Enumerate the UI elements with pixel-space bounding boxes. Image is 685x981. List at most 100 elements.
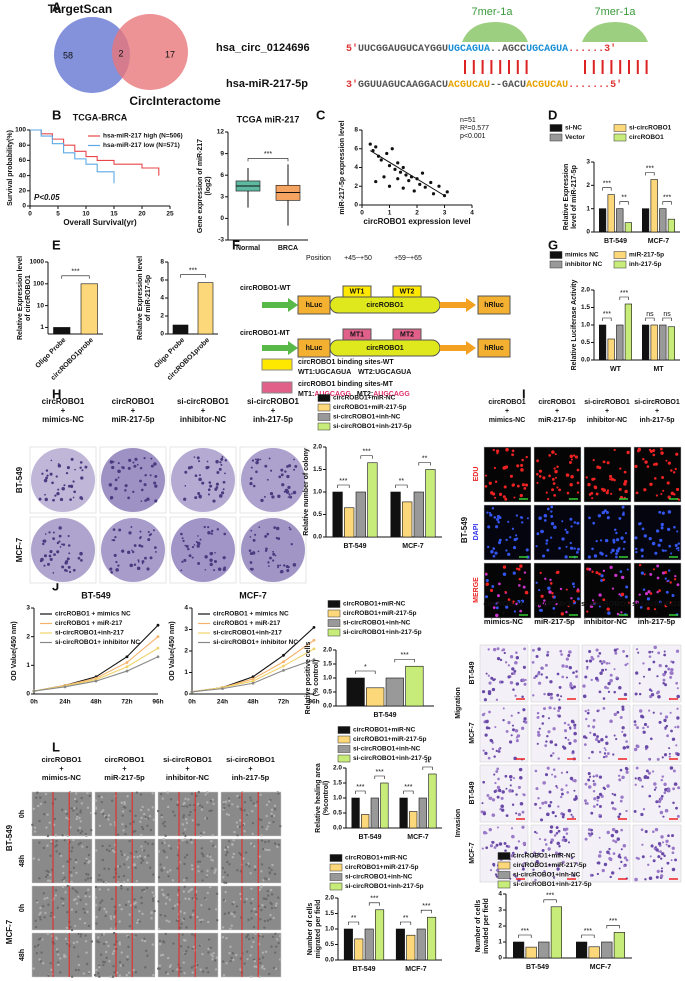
colony bbox=[221, 456, 224, 458]
colony bbox=[80, 558, 83, 562]
cell bbox=[101, 960, 105, 964]
cell bbox=[138, 920, 141, 923]
bar bbox=[380, 782, 389, 829]
x-tick-label: BRCA bbox=[278, 245, 298, 252]
cell bbox=[104, 816, 108, 819]
cell bbox=[586, 711, 590, 715]
colony bbox=[268, 565, 270, 567]
cell bbox=[80, 802, 84, 805]
cell bbox=[657, 543, 661, 547]
cell bbox=[611, 478, 615, 481]
colony bbox=[67, 484, 71, 488]
cell bbox=[549, 578, 552, 582]
sig-label: ** bbox=[621, 195, 627, 202]
cell bbox=[593, 485, 598, 490]
cell bbox=[226, 846, 230, 849]
marker bbox=[282, 653, 285, 657]
cell bbox=[541, 666, 544, 670]
cell bbox=[485, 595, 489, 599]
cell bbox=[638, 709, 643, 713]
cell bbox=[613, 793, 617, 797]
cell bbox=[668, 747, 671, 750]
colony bbox=[140, 545, 144, 548]
cell bbox=[614, 651, 618, 655]
cell bbox=[512, 571, 516, 575]
bar bbox=[351, 797, 360, 829]
colony bbox=[197, 492, 201, 495]
cell bbox=[59, 854, 63, 858]
colony bbox=[272, 550, 275, 553]
legend-entry: miR-217-5p bbox=[629, 252, 664, 259]
cell bbox=[102, 933, 106, 936]
y-tick-label: 0.5 bbox=[325, 941, 334, 948]
cell bbox=[486, 511, 489, 514]
cell bbox=[606, 850, 610, 855]
cell bbox=[595, 571, 599, 575]
cell bbox=[565, 832, 569, 835]
cell bbox=[573, 547, 576, 550]
legend-entry: si-circROBO1+inh-NC bbox=[333, 414, 401, 421]
cell bbox=[547, 717, 550, 720]
cell bbox=[535, 674, 538, 678]
cell bbox=[611, 807, 615, 810]
cell bbox=[554, 476, 557, 479]
x-tick-label: 15 bbox=[110, 211, 118, 218]
cell bbox=[261, 848, 265, 851]
colony bbox=[255, 470, 258, 474]
cell bbox=[101, 858, 105, 862]
legend-entry: circROBO1 + mimics NC bbox=[213, 611, 289, 618]
cell bbox=[659, 712, 663, 715]
cell bbox=[622, 746, 627, 750]
cell bbox=[140, 833, 143, 837]
colony bbox=[150, 464, 154, 468]
cell bbox=[72, 838, 75, 842]
cell bbox=[557, 709, 560, 713]
cell bbox=[152, 973, 155, 977]
cell bbox=[183, 801, 186, 805]
bar bbox=[332, 491, 343, 538]
legend-swatch bbox=[337, 735, 351, 744]
cell bbox=[523, 647, 526, 651]
cell bbox=[39, 802, 43, 806]
cell bbox=[543, 707, 546, 711]
y-tick-label: 10 bbox=[37, 302, 45, 309]
cell bbox=[221, 960, 225, 963]
cell bbox=[165, 971, 168, 974]
cell bbox=[212, 951, 215, 955]
cell bbox=[563, 746, 567, 750]
colony bbox=[81, 469, 84, 472]
cell bbox=[557, 805, 560, 808]
cell bbox=[196, 860, 200, 863]
column-header: miR-217-5p bbox=[538, 417, 576, 424]
cell bbox=[134, 934, 138, 937]
cell bbox=[546, 548, 550, 552]
cell bbox=[98, 888, 101, 891]
colony bbox=[140, 500, 143, 503]
cell bbox=[497, 541, 502, 545]
cell bbox=[227, 911, 231, 915]
cell bbox=[537, 681, 542, 685]
cell bbox=[258, 855, 261, 858]
cell bbox=[94, 849, 98, 852]
bar bbox=[344, 507, 355, 538]
cell bbox=[587, 785, 592, 789]
colony bbox=[137, 559, 140, 562]
cell bbox=[205, 874, 209, 877]
colony bbox=[139, 466, 143, 470]
cell bbox=[676, 687, 679, 690]
cell bbox=[202, 831, 206, 834]
cell bbox=[534, 878, 537, 882]
point bbox=[429, 180, 433, 185]
cell bbox=[663, 854, 666, 858]
cell bbox=[667, 510, 672, 514]
cell bbox=[70, 850, 73, 853]
cell bbox=[546, 650, 550, 654]
cell bbox=[102, 963, 105, 967]
cell bbox=[671, 594, 675, 598]
construct-diagram: Position +45~+50 +59~+65 circROBO1-WT ci… bbox=[52, 255, 511, 754]
cell bbox=[260, 818, 263, 822]
cell bbox=[94, 885, 98, 889]
cell bbox=[491, 798, 496, 802]
cell bbox=[664, 808, 669, 813]
cell bbox=[134, 971, 138, 974]
